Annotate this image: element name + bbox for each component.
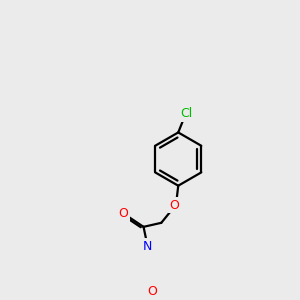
Text: O: O: [169, 199, 179, 212]
Text: Cl: Cl: [180, 107, 192, 120]
Text: N: N: [143, 240, 152, 253]
Text: O: O: [118, 207, 128, 220]
Text: O: O: [148, 285, 158, 298]
